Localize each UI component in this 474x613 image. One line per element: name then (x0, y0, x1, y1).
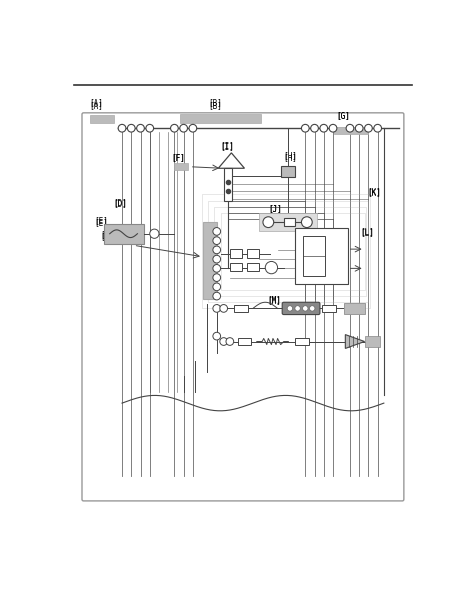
Text: [J]: [J] (268, 204, 282, 213)
Text: [J]: [J] (268, 204, 282, 213)
Bar (214, 207, 366, 296)
Text: [G]: [G] (336, 111, 350, 120)
Text: [D]: [D] (113, 198, 127, 207)
Circle shape (213, 292, 220, 300)
Bar (303, 236, 325, 276)
Text: [L]: [L] (361, 227, 374, 236)
Bar (208, 200, 368, 302)
Bar (230, 263, 242, 272)
Circle shape (213, 265, 220, 272)
Text: [B]: [B] (208, 101, 222, 110)
Bar (90, 115, 114, 123)
Circle shape (310, 124, 319, 132)
Circle shape (320, 124, 328, 132)
Circle shape (213, 274, 220, 281)
Text: [I]: [I] (220, 142, 235, 151)
Circle shape (213, 332, 220, 340)
Text: [G]: [G] (336, 111, 350, 120)
Text: [L]: [L] (361, 229, 374, 238)
Circle shape (213, 255, 220, 263)
Bar (225, 169, 232, 200)
Polygon shape (219, 153, 245, 169)
Circle shape (374, 124, 382, 132)
Circle shape (180, 124, 188, 132)
Text: [H]: [H] (284, 151, 298, 161)
Circle shape (263, 217, 273, 227)
Text: [D]: [D] (113, 199, 127, 208)
Circle shape (356, 124, 363, 132)
Circle shape (213, 237, 220, 245)
Bar (237, 338, 251, 345)
Bar (322, 305, 336, 312)
Bar (334, 127, 368, 134)
Circle shape (213, 227, 220, 235)
Text: [F]: [F] (171, 153, 185, 162)
Circle shape (301, 124, 309, 132)
Text: [B]: [B] (208, 97, 222, 107)
Circle shape (150, 229, 159, 238)
Circle shape (220, 338, 228, 345)
Text: [I]: [I] (220, 141, 235, 150)
Text: [C]: [C] (100, 230, 114, 239)
Bar (284, 218, 295, 226)
Bar (230, 249, 242, 257)
Text: [K]: [K] (367, 189, 381, 197)
Circle shape (146, 124, 154, 132)
Circle shape (329, 124, 337, 132)
Bar (220, 213, 365, 290)
Circle shape (220, 305, 228, 312)
Circle shape (171, 124, 178, 132)
Bar (295, 338, 309, 345)
Text: [F]: [F] (171, 153, 185, 162)
Circle shape (137, 124, 145, 132)
Circle shape (213, 283, 220, 291)
Text: [M]: [M] (267, 295, 281, 304)
Circle shape (265, 261, 278, 274)
Bar (295, 228, 347, 284)
Text: [E]: [E] (94, 218, 108, 227)
Text: [E]: [E] (94, 216, 108, 225)
Text: [C]: [C] (100, 232, 114, 242)
Bar (180, 113, 261, 123)
Circle shape (310, 306, 315, 311)
Circle shape (302, 306, 308, 311)
Circle shape (287, 306, 292, 311)
Bar (282, 166, 295, 177)
FancyBboxPatch shape (82, 113, 404, 501)
Text: [K]: [K] (367, 187, 381, 196)
Bar (344, 303, 365, 314)
Bar (247, 263, 259, 272)
Bar (174, 163, 188, 170)
Circle shape (301, 217, 312, 227)
Text: [A]: [A] (90, 101, 104, 110)
Polygon shape (346, 335, 365, 348)
Circle shape (213, 305, 220, 312)
Circle shape (365, 124, 372, 132)
Circle shape (346, 124, 354, 132)
Bar (247, 249, 259, 257)
Circle shape (189, 124, 197, 132)
Circle shape (213, 246, 220, 254)
Bar (365, 336, 380, 347)
Circle shape (226, 338, 234, 345)
Bar (259, 213, 317, 232)
Bar (203, 222, 217, 299)
Circle shape (118, 124, 126, 132)
Text: [A]: [A] (90, 97, 104, 107)
Text: [M]: [M] (267, 296, 281, 305)
Circle shape (295, 306, 301, 311)
FancyBboxPatch shape (282, 302, 320, 314)
Bar (103, 224, 144, 244)
Bar (234, 305, 247, 312)
Bar (202, 194, 370, 308)
Text: [H]: [H] (284, 153, 298, 162)
Circle shape (128, 124, 135, 132)
